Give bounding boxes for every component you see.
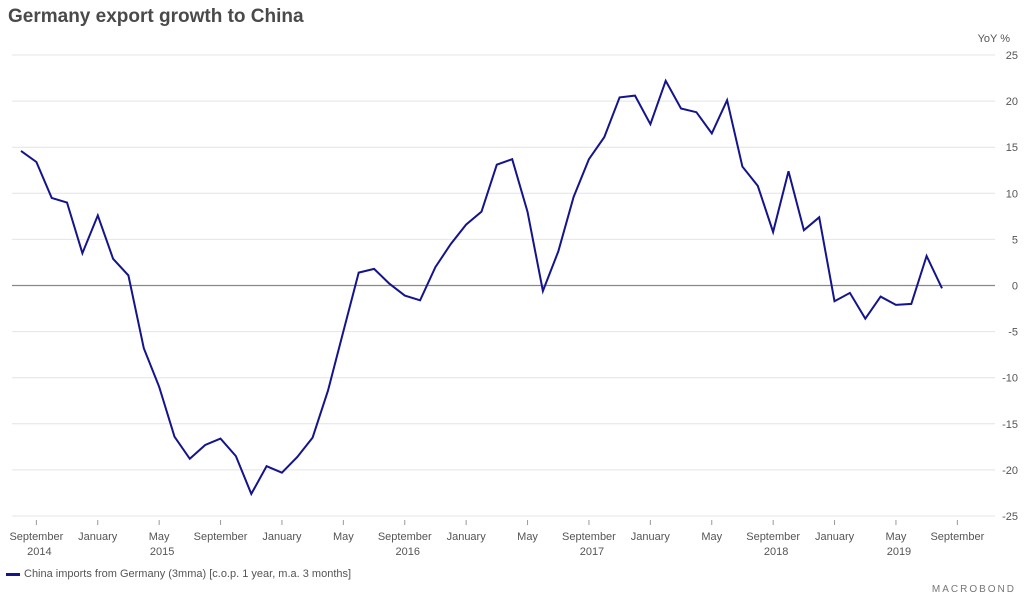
x-tick-label: September <box>930 531 984 543</box>
x-tick-label: May <box>333 531 354 543</box>
x-tick-label: January <box>262 531 302 543</box>
y-tick-label: 25 <box>1006 50 1018 62</box>
y-tick-label: -10 <box>1002 373 1018 385</box>
x-tick-label: September <box>746 531 800 543</box>
x-tick-label: September <box>194 531 248 543</box>
x-tick-label: September <box>378 531 432 543</box>
x-tick-label: January <box>447 531 487 543</box>
brand-logo: MACROBOND <box>931 584 1016 595</box>
x-axis: September 2014 January May 2015 September Janu… <box>9 520 985 558</box>
x-year-label: 2015 <box>150 546 174 558</box>
chart-title: Germany export growth to China <box>8 6 304 27</box>
series-layer <box>20 78 943 497</box>
x-tick-label: May <box>886 531 907 543</box>
y-tick-label: -5 <box>1008 327 1018 339</box>
legend-label: China imports from Germany (3mma) [c.o.p… <box>24 568 352 580</box>
y-tick-label: 0 <box>1012 281 1018 293</box>
x-year-label: 2018 <box>764 546 788 558</box>
x-tick-label: January <box>815 531 855 543</box>
x-tick-label: May <box>517 531 538 543</box>
x-tick-label: May <box>149 531 170 543</box>
y-axis-label: YoY % <box>978 33 1011 45</box>
x-tick-label: May <box>701 531 722 543</box>
y-tick-label: 15 <box>1006 142 1018 154</box>
x-year-label: 2014 <box>27 546 51 558</box>
series-line <box>20 78 943 497</box>
x-tick-label: January <box>78 531 118 543</box>
legend-swatch <box>6 572 20 576</box>
y-axis: 25 20 15 10 5 0 -5 -10 -15 -20 -25 <box>1002 50 1018 523</box>
x-tick-label: September <box>9 531 63 543</box>
y-tick-label: 20 <box>1006 96 1018 108</box>
x-year-label: 2016 <box>396 546 420 558</box>
y-tick-label: -20 <box>1002 465 1018 477</box>
y-tick-label: -25 <box>1002 511 1018 523</box>
x-tick-label: September <box>562 531 616 543</box>
x-tick-label: January <box>631 531 671 543</box>
x-year-label: 2017 <box>580 546 604 558</box>
y-tick-label: -15 <box>1002 419 1018 431</box>
x-year-label: 2019 <box>887 546 911 558</box>
y-tick-label: 5 <box>1012 234 1018 246</box>
gridlines <box>12 54 995 517</box>
y-tick-label: 10 <box>1006 188 1018 200</box>
legend: China imports from Germany (3mma) [c.o.p… <box>6 568 351 580</box>
